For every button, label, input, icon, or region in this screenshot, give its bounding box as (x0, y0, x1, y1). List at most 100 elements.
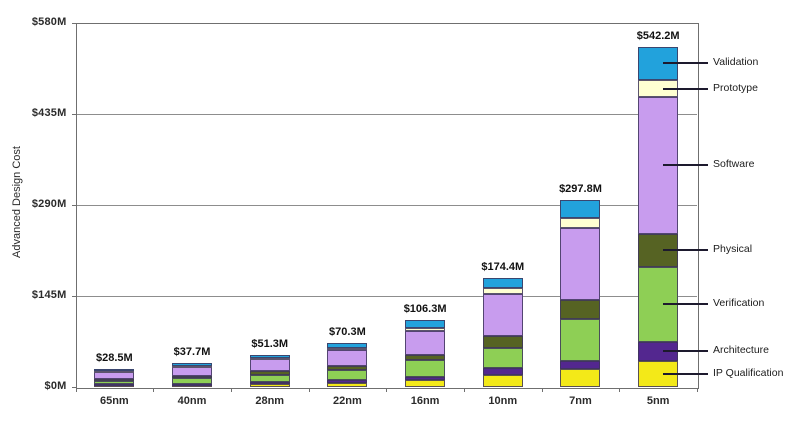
bar-total-label: $51.3M (251, 337, 289, 350)
bar-segment-prototype (482, 287, 523, 294)
bar-segment-ip-qualification (482, 374, 523, 387)
x-tick-mark (386, 388, 388, 392)
x-category-label: 16nm (410, 395, 440, 407)
bar-segment-verification (405, 359, 446, 377)
bar-segment-physical (327, 365, 368, 371)
y-tick-mark (71, 23, 76, 24)
x-tick-mark (75, 388, 77, 392)
y-tick-label: $0M (44, 380, 67, 392)
bar-segment-verification (482, 347, 523, 369)
x-tick-mark (308, 388, 310, 392)
bar-segment-ip-qualification (249, 384, 290, 387)
legend-label-ip-qualification: IP Qualification (713, 366, 784, 379)
bar-segment-prototype (249, 358, 290, 361)
bar-total-label: $174.4M (481, 260, 525, 273)
x-category-label: 65nm (99, 395, 129, 407)
y-tick-mark (71, 114, 76, 115)
bar-segment-physical (638, 233, 679, 267)
bar-segment-physical (482, 335, 523, 348)
bar-total-label: $106.3M (403, 303, 447, 316)
y-tick-label: $435M (31, 107, 67, 119)
y-tick-mark (71, 296, 76, 297)
legend-label-verification: Verification (713, 297, 765, 310)
x-category-label: 40nm (177, 395, 207, 407)
bar-segment-verification (249, 375, 290, 383)
bar-segment-prototype (560, 217, 601, 229)
legend-leader-line (663, 249, 708, 252)
y-tick-label: $580M (31, 16, 67, 28)
bar-segment-software (405, 330, 446, 355)
x-category-label: 10nm (488, 395, 518, 407)
legend-label-physical: Physical (713, 243, 753, 256)
bar-segment-architecture (482, 368, 523, 375)
legend-leader-line (663, 350, 708, 353)
legend-leader-line (663, 372, 708, 375)
bar-total-label: $542.2M (636, 29, 680, 42)
x-tick-mark (619, 388, 621, 392)
x-tick-mark (153, 388, 155, 392)
legend-label-architecture: Architecture (713, 344, 770, 357)
bar-segment-validation (94, 369, 135, 372)
bar-segment-verification (560, 319, 601, 361)
legend-label-prototype: Prototype (713, 81, 758, 94)
bar-segment-software (560, 228, 601, 301)
legend-leader-line (663, 164, 708, 167)
bar-segment-architecture (405, 376, 446, 380)
bar-segment-physical (94, 378, 135, 381)
x-tick-mark (697, 388, 698, 392)
x-tick-mark (230, 388, 232, 392)
bar-segment-prototype (405, 327, 446, 331)
bar-segment-software (327, 349, 368, 366)
bar-segment-software (172, 367, 213, 377)
bar-segment-architecture (94, 384, 135, 387)
bar-segment-architecture (327, 380, 368, 383)
bar-segment-physical (172, 376, 213, 379)
bar-segment-validation (327, 342, 368, 349)
gridline-$145M (76, 296, 697, 297)
plot-area-frame (75, 23, 699, 389)
bar-segment-validation (172, 363, 213, 367)
bar-segment-architecture (249, 382, 290, 385)
bar-segment-ip-qualification (560, 369, 601, 387)
bar-segment-ip-qualification (327, 382, 368, 387)
x-tick-mark (541, 388, 543, 392)
x-category-label: 28nm (255, 395, 285, 407)
bar-segment-verification (327, 370, 368, 381)
legend-label-validation: Validation (713, 56, 759, 69)
bar-total-label: $37.7M (173, 346, 211, 359)
bar-segment-software (249, 359, 290, 372)
legend-leader-line (663, 303, 708, 306)
bar-segment-physical (405, 354, 446, 360)
bar-segment-validation (560, 200, 601, 218)
bar-segment-software (482, 293, 523, 336)
bar-segment-validation (405, 320, 446, 328)
y-tick-label: $145M (31, 289, 67, 301)
bar-segment-ip-qualification (405, 379, 446, 387)
bar-total-label: $70.3M (329, 325, 366, 338)
bar-segment-architecture (172, 383, 213, 386)
x-category-label: 22nm (333, 395, 362, 407)
legend-leader-line (663, 87, 708, 90)
bar-total-label: $297.8M (559, 183, 602, 196)
bar-total-label: $28.5M (95, 352, 133, 365)
bar-segment-prototype (94, 371, 135, 374)
bar-segment-validation (482, 277, 523, 288)
bar-segment-physical (560, 300, 601, 320)
bar-segment-physical (249, 371, 290, 376)
x-tick-mark (463, 388, 465, 392)
gridline-$290M (76, 205, 697, 206)
bar-segment-architecture (560, 360, 601, 370)
bar-segment-verification (172, 378, 213, 384)
y-tick-mark (71, 387, 76, 388)
legend-label-software: Software (713, 158, 755, 171)
bar-segment-verification (94, 380, 135, 385)
x-category-label: 5nm (646, 395, 670, 407)
gridline-$435M (76, 114, 697, 115)
bar-segment-prototype (327, 348, 368, 351)
y-axis-title: Advanced Design Cost (11, 146, 23, 258)
bar-segment-prototype (172, 366, 213, 369)
x-category-label: 7nm (569, 395, 592, 407)
bar-segment-validation (249, 354, 290, 359)
y-tick-label: $290M (31, 198, 67, 210)
